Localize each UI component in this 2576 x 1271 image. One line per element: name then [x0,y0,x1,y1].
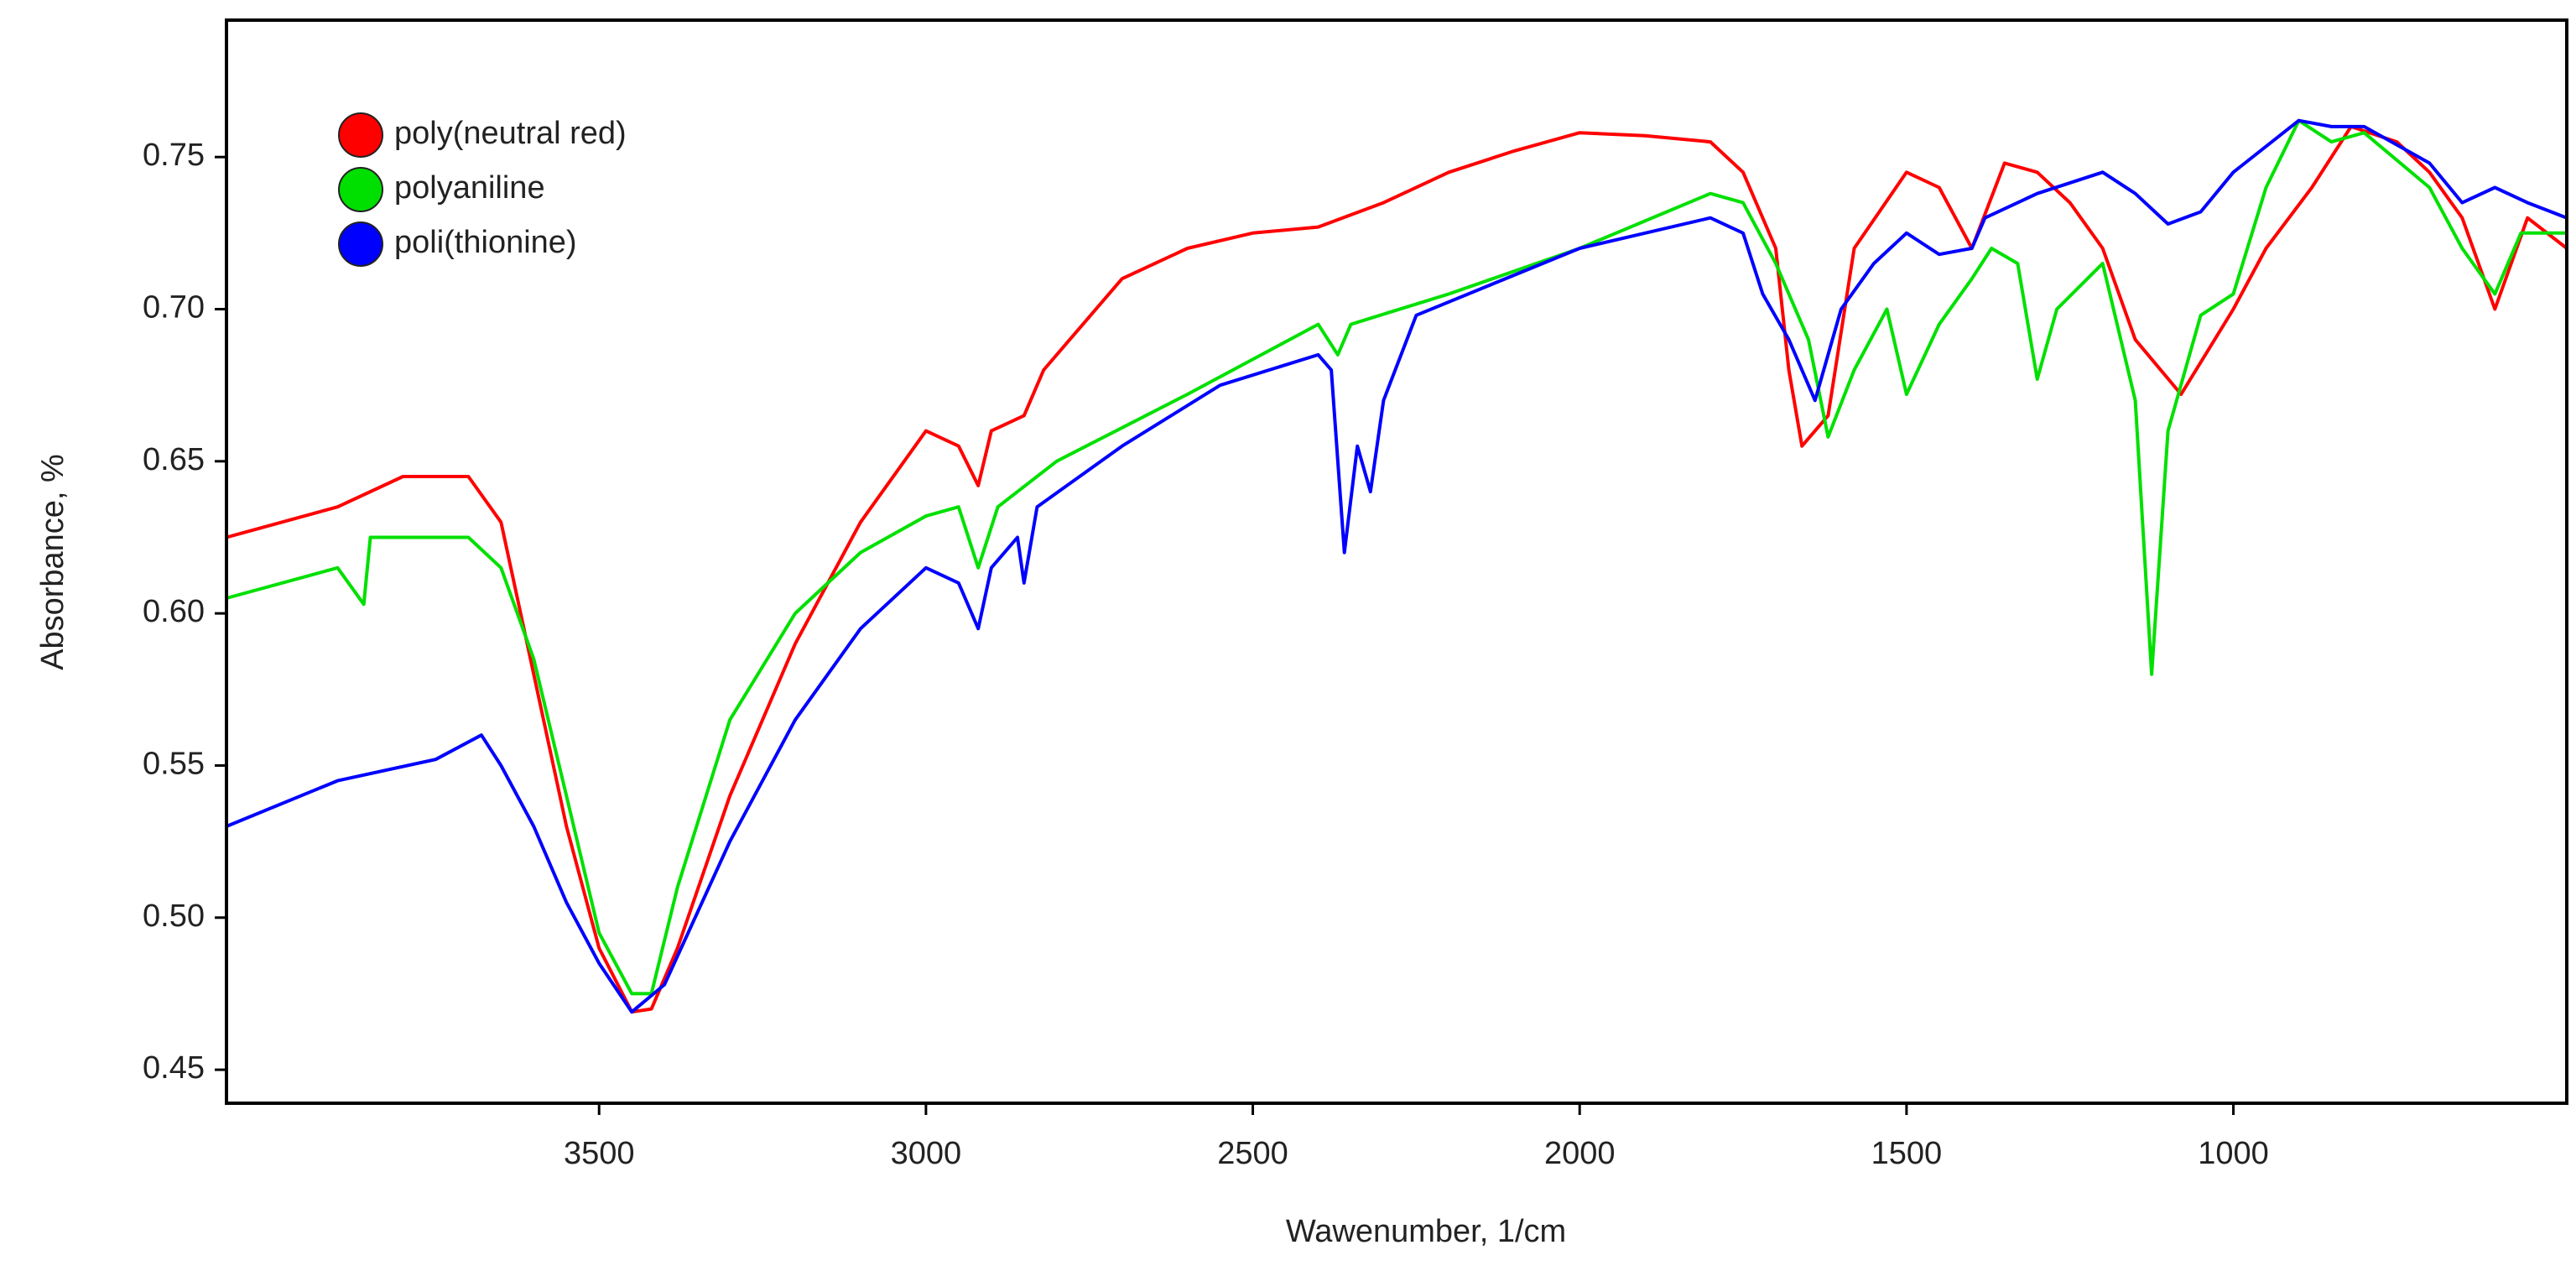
legend-label: poli(thionine) [394,225,577,260]
y-tick-label: 0.60 [143,594,205,629]
legend-marker [338,167,383,212]
series-line [226,118,2567,996]
y-tick-label: 0.50 [143,899,205,934]
legend-marker [338,221,383,267]
legend-marker [338,112,383,158]
x-tick-label: 3000 [891,1136,962,1171]
y-axis-label: Absorbance, % [35,454,70,670]
x-tick-label: 1000 [2198,1136,2269,1171]
series-line [226,124,2568,1014]
x-axis-label: Wawenumber, 1/cm [1286,1214,1566,1249]
y-tick-label: 0.45 [143,1050,205,1086]
plot-frame [225,18,2568,1105]
y-tick-label: 0.75 [143,138,205,173]
legend-label: poly(neutral red) [394,116,627,151]
x-tick-label: 3500 [564,1136,635,1171]
x-tick-label: 2500 [1217,1136,1288,1171]
x-tick-label: 2000 [1544,1136,1616,1171]
y-tick-label: 0.65 [143,442,205,477]
legend-label: polyaniline [394,170,545,206]
y-tick-label: 0.55 [143,747,205,782]
y-tick-label: 0.70 [143,290,205,326]
series-line [226,118,2568,1014]
x-tick-label: 1500 [1871,1136,1943,1171]
